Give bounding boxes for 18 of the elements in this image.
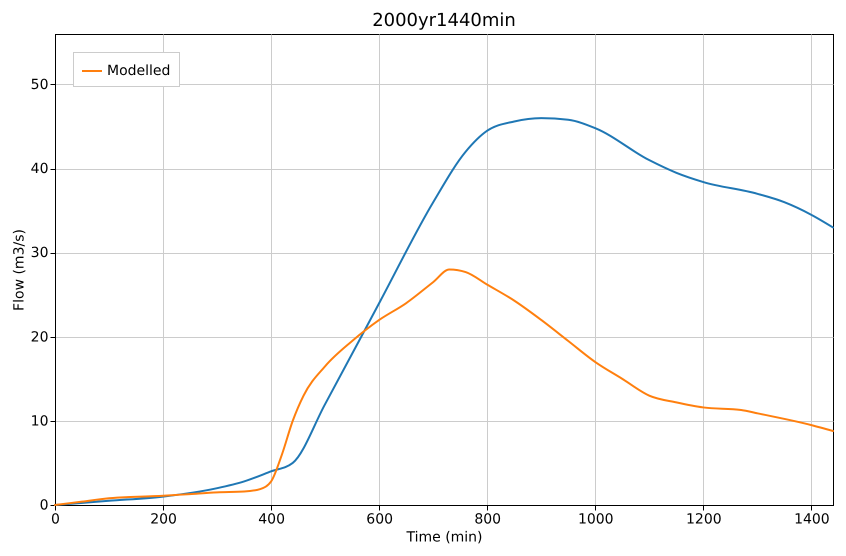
x-tick-label: 0 bbox=[51, 512, 60, 528]
x-tick-label: 800 bbox=[474, 512, 502, 528]
x-axis-title: Time (min) bbox=[405, 530, 483, 546]
x-tick-label: 1000 bbox=[578, 512, 614, 528]
x-tick-label: 400 bbox=[258, 512, 285, 528]
chart-title: 2000yr1440min bbox=[372, 10, 516, 31]
y-tick-label: 0 bbox=[40, 498, 48, 514]
y-tick-label: 10 bbox=[30, 413, 48, 430]
x-tick-label: 1200 bbox=[686, 512, 722, 528]
x-tick-label: 1400 bbox=[794, 512, 830, 528]
y-axis-title: Flow (m3/s) bbox=[12, 229, 28, 311]
x-tick-label: 600 bbox=[366, 512, 394, 528]
x-tick-label: 200 bbox=[150, 512, 177, 528]
y-tick-label: 20 bbox=[30, 329, 48, 346]
y-tick-label: 50 bbox=[30, 76, 48, 93]
y-tick-label: 40 bbox=[30, 161, 48, 178]
legend-label: Modelled bbox=[107, 63, 170, 79]
y-tick-label: 30 bbox=[30, 245, 48, 262]
